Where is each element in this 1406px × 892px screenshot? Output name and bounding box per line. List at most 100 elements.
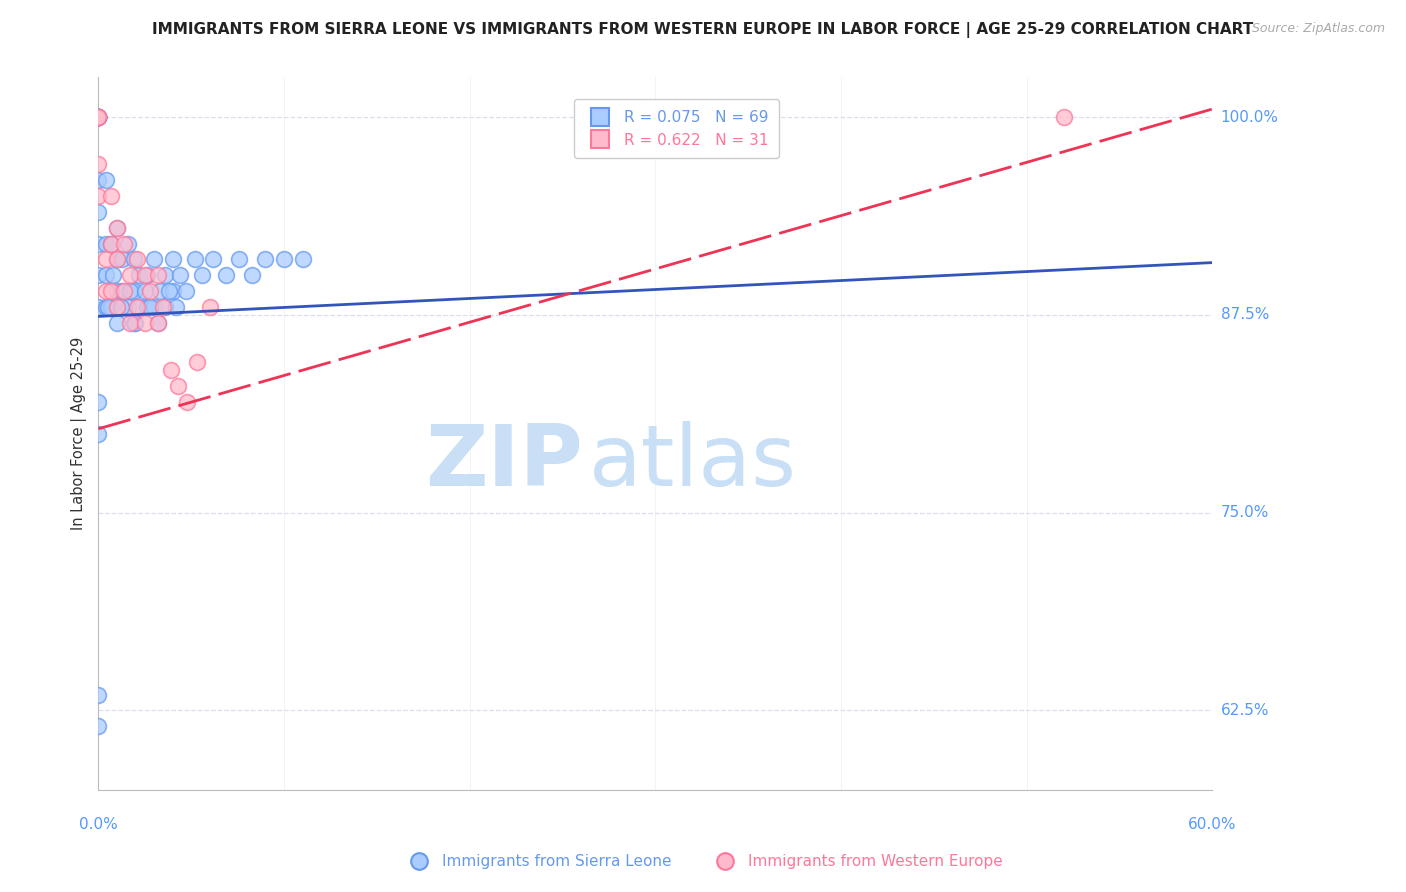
Point — [87, 157, 110, 171]
Point — [87, 110, 110, 124]
Point — [135, 268, 157, 283]
Point — [186, 355, 208, 369]
Legend: R = 0.075   N = 69, R = 0.622   N = 31: R = 0.075 N = 69, R = 0.622 N = 31 — [574, 99, 779, 159]
Point — [159, 363, 181, 377]
Point — [111, 284, 134, 298]
Text: 62.5%: 62.5% — [1220, 703, 1270, 718]
Point — [127, 300, 149, 314]
Point — [174, 284, 197, 298]
Point — [143, 300, 166, 314]
Point — [111, 252, 134, 267]
Text: 60.0%: 60.0% — [1188, 817, 1236, 832]
Point — [242, 268, 264, 283]
Point — [184, 252, 207, 267]
Point — [122, 252, 145, 267]
Point — [112, 284, 135, 298]
Point — [1053, 110, 1076, 124]
Point — [118, 284, 141, 298]
Point — [191, 268, 214, 283]
Point — [87, 395, 110, 409]
Point — [103, 268, 125, 283]
Point — [94, 268, 117, 283]
Point — [87, 426, 110, 441]
Point — [139, 300, 162, 314]
Point — [146, 316, 169, 330]
Text: ZIP: ZIP — [425, 420, 583, 503]
Y-axis label: In Labor Force | Age 25-29: In Labor Force | Age 25-29 — [72, 337, 87, 530]
Point — [117, 236, 139, 251]
Point — [87, 110, 110, 124]
Point — [87, 110, 110, 124]
Point — [87, 110, 110, 124]
Point — [87, 110, 110, 124]
Text: 100.0%: 100.0% — [1220, 110, 1278, 125]
Text: atlas: atlas — [589, 420, 796, 503]
Point — [215, 268, 238, 283]
Point — [228, 252, 250, 267]
Point — [153, 300, 176, 314]
Point — [112, 236, 135, 251]
Point — [128, 300, 150, 314]
Point — [135, 300, 157, 314]
Point — [105, 316, 128, 330]
Point — [124, 316, 146, 330]
Point — [146, 316, 169, 330]
Point — [100, 236, 122, 251]
Point — [87, 236, 110, 251]
Text: 0.0%: 0.0% — [79, 817, 118, 832]
Point — [165, 300, 187, 314]
Point — [87, 719, 110, 733]
Point — [100, 236, 122, 251]
Point — [110, 300, 132, 314]
Point — [167, 379, 190, 393]
Point — [153, 268, 176, 283]
Point — [105, 252, 128, 267]
Point — [176, 395, 198, 409]
Point — [162, 284, 184, 298]
Text: IMMIGRANTS FROM SIERRA LEONE VS IMMIGRANTS FROM WESTERN EUROPE IN LABOR FORCE | : IMMIGRANTS FROM SIERRA LEONE VS IMMIGRAN… — [152, 22, 1254, 38]
Point — [100, 284, 122, 298]
Point — [87, 110, 110, 124]
Point — [118, 268, 141, 283]
Point — [94, 236, 117, 251]
Point — [105, 220, 128, 235]
Text: Source: ZipAtlas.com: Source: ZipAtlas.com — [1251, 22, 1385, 36]
Point — [87, 110, 110, 124]
Point — [122, 284, 145, 298]
Point — [143, 252, 166, 267]
Point — [273, 252, 295, 267]
Point — [87, 173, 110, 187]
Point — [105, 284, 128, 298]
Point — [87, 110, 110, 124]
Point — [100, 189, 122, 203]
Point — [202, 252, 225, 267]
Point — [105, 252, 128, 267]
Point — [87, 110, 110, 124]
Point — [291, 252, 314, 267]
Point — [87, 110, 110, 124]
Point — [94, 284, 117, 298]
Point — [97, 300, 120, 314]
Point — [169, 268, 191, 283]
Point — [100, 300, 122, 314]
Text: 87.5%: 87.5% — [1220, 308, 1268, 322]
Point — [87, 189, 110, 203]
Point — [87, 110, 110, 124]
Point — [162, 252, 184, 267]
Point — [87, 110, 110, 124]
Point — [87, 110, 110, 124]
Point — [198, 300, 221, 314]
Point — [157, 284, 180, 298]
Point — [87, 300, 110, 314]
Point — [122, 316, 145, 330]
Point — [87, 688, 110, 702]
Legend: Immigrants from Sierra Leone, Immigrants from Western Europe: Immigrants from Sierra Leone, Immigrants… — [398, 848, 1008, 875]
Point — [149, 284, 172, 298]
Point — [105, 300, 128, 314]
Text: 75.0%: 75.0% — [1220, 505, 1268, 520]
Point — [139, 284, 162, 298]
Point — [118, 316, 141, 330]
Point — [87, 205, 110, 219]
Point — [134, 268, 156, 283]
Point — [146, 268, 169, 283]
